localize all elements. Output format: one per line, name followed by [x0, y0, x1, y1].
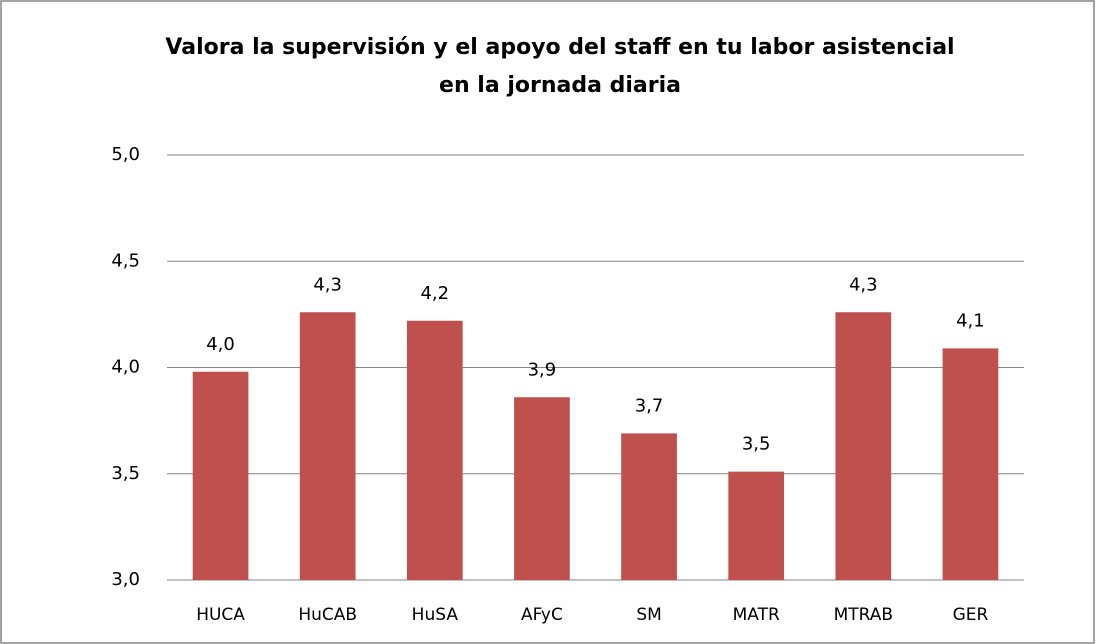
- y-tick-label: 4,0: [111, 357, 140, 378]
- chart-title: en la jornada diaria: [439, 73, 681, 98]
- value-label: 4,1: [956, 310, 985, 331]
- x-tick-label: HUCA: [196, 605, 245, 625]
- value-label: 3,5: [742, 434, 771, 455]
- x-tick-label: MATR: [733, 605, 780, 625]
- bar: [192, 371, 249, 580]
- value-label: 4,2: [420, 283, 449, 304]
- value-label: 4,3: [313, 274, 342, 295]
- x-tick-label: GER: [953, 605, 989, 625]
- bar: [728, 471, 785, 580]
- y-tick-label: 3,5: [111, 463, 140, 484]
- bar: [406, 320, 463, 580]
- x-tick-label: SM: [636, 605, 661, 625]
- bar: [299, 312, 356, 580]
- value-label: 3,7: [635, 395, 664, 416]
- y-tick-label: 4,5: [111, 250, 140, 271]
- bar: [514, 397, 570, 580]
- y-tick-label: 5,0: [111, 144, 140, 165]
- value-label: 4,3: [849, 274, 878, 295]
- value-label: 4,0: [206, 334, 235, 355]
- bar: [835, 312, 892, 580]
- bar: [942, 348, 999, 580]
- x-tick-label: HuSA: [412, 605, 459, 625]
- x-tick-label: AFyC: [521, 605, 563, 625]
- value-label: 3,9: [528, 359, 557, 380]
- x-tick-label: MTRAB: [834, 605, 893, 625]
- y-tick-label: 3,0: [111, 569, 140, 590]
- bar: [621, 433, 677, 580]
- chart-title: Valora la supervisión y el apoyo del sta…: [165, 35, 954, 60]
- x-tick-label: HuCAB: [298, 605, 357, 625]
